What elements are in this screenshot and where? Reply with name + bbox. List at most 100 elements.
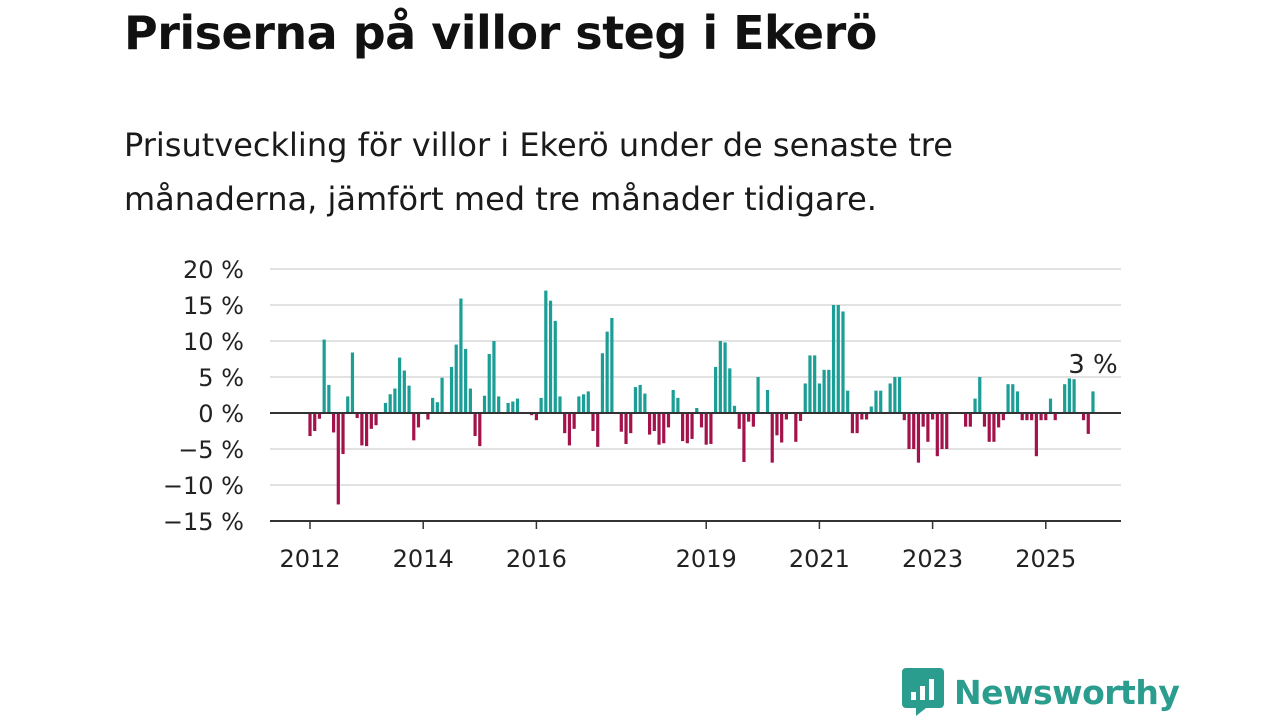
bar <box>336 413 340 505</box>
bar <box>945 413 949 449</box>
bar <box>398 357 402 413</box>
bar <box>624 413 628 444</box>
y-tick-label: −5 % <box>178 436 244 464</box>
bar <box>1001 413 1005 421</box>
bar <box>874 390 878 413</box>
bar <box>1015 391 1020 413</box>
x-tick-label: 2019 <box>676 545 737 573</box>
bar <box>1067 378 1071 413</box>
x-tick-label: 2014 <box>393 545 454 573</box>
bar <box>1053 413 1057 421</box>
bar <box>864 413 869 420</box>
bar <box>1044 413 1048 421</box>
bar <box>968 413 972 427</box>
bar <box>935 413 939 457</box>
bar <box>506 402 510 413</box>
bar <box>714 366 718 413</box>
bar <box>982 413 987 427</box>
bar <box>308 413 312 437</box>
bar <box>331 413 336 433</box>
annotations: 3 % <box>1068 350 1118 380</box>
bar <box>662 413 666 444</box>
bar <box>841 311 845 413</box>
axes <box>270 412 1121 522</box>
bar <box>860 413 864 420</box>
bar <box>548 300 553 413</box>
bar <box>657 413 661 445</box>
bar <box>355 413 359 419</box>
bar <box>581 394 586 413</box>
bar <box>350 352 355 413</box>
bar <box>327 384 331 413</box>
bar <box>940 413 944 449</box>
bar <box>1063 384 1067 413</box>
bar <box>544 290 548 413</box>
bar <box>577 396 581 413</box>
bar <box>926 413 930 442</box>
bar <box>676 397 680 413</box>
bar <box>846 390 850 413</box>
bar <box>572 413 576 429</box>
bar <box>756 377 760 413</box>
bar <box>780 413 784 443</box>
bar <box>836 305 840 413</box>
bar <box>492 341 496 413</box>
bar <box>803 383 807 413</box>
bar <box>652 413 656 431</box>
bar <box>365 413 369 447</box>
y-tick-label: 20 % <box>183 256 244 284</box>
bar <box>718 341 722 413</box>
bar <box>765 389 770 413</box>
bar <box>530 413 534 416</box>
bar <box>902 413 906 421</box>
bar <box>1034 413 1038 457</box>
brand-logo: Newsworthy <box>902 668 1180 716</box>
bar <box>435 402 439 413</box>
x-tick-label: 2021 <box>789 545 850 573</box>
bar <box>1086 413 1090 434</box>
bar <box>643 393 647 413</box>
y-tick-label: 5 % <box>198 364 244 392</box>
bar <box>855 413 859 434</box>
bar <box>775 413 779 436</box>
bar <box>487 353 491 413</box>
bar <box>1011 384 1015 413</box>
bar <box>369 413 373 429</box>
bar <box>728 368 732 413</box>
brand-name: Newsworthy <box>954 672 1180 712</box>
bar <box>426 413 430 420</box>
bar <box>732 405 737 413</box>
bar <box>794 413 798 442</box>
bar <box>393 388 397 413</box>
bar <box>742 413 746 462</box>
bar <box>638 384 642 413</box>
bar <box>827 369 831 413</box>
bar <box>822 369 826 413</box>
bar <box>978 377 982 413</box>
bar <box>831 305 836 413</box>
bar <box>346 396 350 413</box>
bar <box>610 317 614 413</box>
bar <box>850 413 855 434</box>
bar <box>888 383 892 413</box>
bar <box>685 413 689 444</box>
bar <box>973 398 977 413</box>
bar <box>567 413 572 446</box>
chart-subtitle: Prisutveckling för villor i Ekerö under … <box>124 126 953 218</box>
bar <box>1025 413 1029 421</box>
gridlines <box>270 268 1121 486</box>
bar <box>407 385 411 413</box>
bar <box>383 402 388 413</box>
bar <box>605 331 609 413</box>
bar <box>388 394 392 413</box>
y-tick-label: −15 % <box>163 508 244 536</box>
bar <box>770 413 774 463</box>
bar <box>633 387 638 413</box>
bar <box>987 413 991 442</box>
bars <box>308 290 1095 505</box>
bar <box>591 413 595 431</box>
bar <box>666 413 671 428</box>
bar <box>1048 398 1053 413</box>
bar <box>897 377 902 413</box>
bar <box>482 395 487 413</box>
